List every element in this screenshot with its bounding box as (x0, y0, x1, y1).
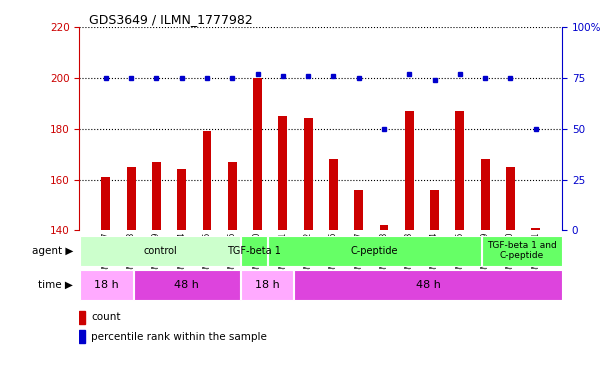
Bar (253, 78, 262, 384)
Bar (202, 131, 211, 384)
Bar (295, 270, 562, 300)
Bar (354, 190, 363, 384)
Bar (379, 225, 389, 384)
Text: 48 h: 48 h (174, 280, 199, 290)
Bar (241, 270, 293, 300)
Bar (304, 118, 313, 384)
Text: 18 h: 18 h (94, 280, 119, 290)
Text: percentile rank within the sample: percentile rank within the sample (91, 332, 267, 342)
Bar (152, 162, 161, 384)
Text: time ▶: time ▶ (38, 280, 73, 290)
Bar (279, 116, 287, 384)
Text: 48 h: 48 h (415, 280, 441, 290)
Bar (329, 159, 338, 384)
Text: agent ▶: agent ▶ (32, 245, 73, 256)
Bar (79, 330, 85, 343)
Bar (506, 167, 515, 384)
Text: control: control (143, 245, 177, 256)
Bar (268, 235, 481, 266)
Bar (481, 159, 489, 384)
Text: count: count (91, 312, 120, 322)
Text: GDS3649 / ILMN_1777982: GDS3649 / ILMN_1777982 (89, 13, 253, 26)
Bar (79, 311, 85, 324)
Bar (482, 235, 562, 266)
Bar (101, 177, 110, 384)
Bar (532, 228, 540, 384)
Text: TGF-beta 1 and
C-peptide: TGF-beta 1 and C-peptide (487, 241, 557, 260)
Text: TGF-beta 1: TGF-beta 1 (227, 245, 280, 256)
Bar (80, 270, 133, 300)
Bar (228, 162, 236, 384)
Bar (405, 111, 414, 384)
Bar (126, 167, 136, 384)
Bar (430, 190, 439, 384)
Bar (455, 111, 464, 384)
Bar (177, 169, 186, 384)
Text: C-peptide: C-peptide (351, 245, 398, 256)
Text: 18 h: 18 h (255, 280, 279, 290)
Bar (241, 235, 266, 266)
Bar (134, 270, 240, 300)
Bar (80, 235, 240, 266)
